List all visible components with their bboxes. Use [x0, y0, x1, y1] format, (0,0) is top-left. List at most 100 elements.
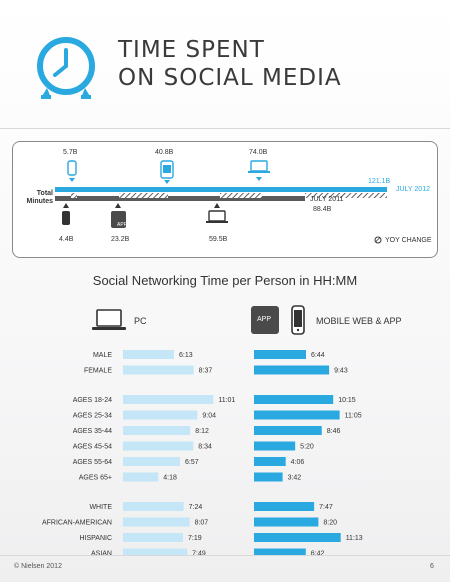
- mobile-bar-label: 7:47: [319, 504, 333, 511]
- july-2011-bar: [55, 196, 305, 201]
- pc-bar-label: 7:19: [188, 535, 202, 542]
- category-label: MALE: [93, 352, 112, 359]
- mobile-bar: [254, 533, 341, 542]
- laptop-icon: [92, 309, 126, 330]
- marker-upper-laptop: [248, 160, 270, 181]
- pc-bar-label: 8:34: [198, 444, 212, 451]
- marker-upper-app: [160, 160, 174, 184]
- pc-bar-label: 9:04: [202, 413, 216, 420]
- july-2011-total: 88.4B: [313, 206, 332, 213]
- pc-bar-label: 7:49: [192, 551, 206, 556]
- alarm-clock-icon: [37, 37, 95, 99]
- category-label: AGES 65+: [79, 475, 112, 482]
- pc-bar: [123, 517, 190, 527]
- lower-value-3: 59.5B: [209, 236, 228, 243]
- copyright: © Nielsen 2012: [14, 563, 62, 570]
- upper-value-3: 74.0B: [249, 149, 268, 156]
- category-label: AGES 18-24: [73, 397, 112, 404]
- app-badge: APP: [117, 222, 128, 228]
- category-label: AGES 25-34: [73, 413, 112, 420]
- lower-value-2: 23.2B: [111, 236, 130, 243]
- marker-lower-app: [111, 203, 126, 228]
- category-label: AGES 45-54: [73, 444, 112, 451]
- title-line-1: TIME SPENT: [118, 37, 265, 63]
- title-line-2: ON SOCIAL MEDIA: [118, 65, 342, 91]
- pc-label: PC: [134, 316, 147, 326]
- july-2012-label: JULY 2012: [396, 186, 430, 193]
- pc-bar-label: 6:57: [185, 459, 199, 466]
- mobile-bar: [254, 426, 322, 435]
- july-2012-total: 121.1B: [368, 178, 391, 185]
- yoy-change-segment-1: [71, 193, 77, 198]
- upper-value-1: 5.7B: [63, 149, 78, 156]
- pc-bar-label: 8:12: [195, 428, 209, 435]
- section-title: Social Networking Time per Person in HH:…: [92, 273, 358, 288]
- mobile-bar-label: 10:15: [338, 397, 356, 404]
- mobile-bar-label: 6:42: [311, 551, 325, 556]
- mobile-bar-label: 11:05: [345, 413, 362, 420]
- pc-bar-label: 8:37: [199, 368, 213, 375]
- mobile-bar-label: 4:06: [291, 459, 305, 466]
- pc-bar: [123, 441, 194, 451]
- july-2012-bar: [55, 187, 387, 192]
- mobile-bar-label: 3:42: [288, 475, 302, 482]
- mobile-bar: [254, 457, 286, 466]
- pc-bar-label: 4:18: [163, 475, 177, 482]
- phone-icon: [291, 305, 305, 335]
- pc-bar: [123, 350, 174, 359]
- pc-bar-label: 8:07: [195, 520, 209, 527]
- category-label: WHITE: [89, 504, 112, 511]
- yoy-change-segment-3: [220, 193, 262, 198]
- mobile-bar: [254, 517, 319, 527]
- mobile-bar: [254, 548, 306, 555]
- upper-value-2: 40.8B: [155, 149, 174, 156]
- footer-divider: [0, 555, 450, 556]
- mobile-bar: [254, 502, 315, 511]
- bar-chart: MALE 6:13 6:44 FEMALE 8:37 9:43 AGES 18-24 11:0…: [42, 350, 363, 556]
- mobile-bar: [254, 350, 306, 359]
- mobile-bar: [254, 395, 334, 404]
- page-title: TIME SPENT ON SOCIAL MEDIA: [118, 36, 342, 92]
- category-label: FEMALE: [84, 368, 112, 375]
- app-icon-text: APP: [257, 316, 272, 323]
- category-label: AGES 55-64: [73, 459, 112, 466]
- pc-bar: [123, 395, 214, 404]
- pc-bar: [123, 410, 198, 420]
- mobile-bar-label: 5:20: [300, 444, 314, 451]
- timeline-panel: Total Minutes 5.7B 40.8B 74.0B APP 121.1…: [12, 141, 438, 258]
- mobile-bar-label: 8:46: [327, 428, 341, 435]
- pc-bar-label: 11:01: [218, 397, 235, 404]
- app-icon: [251, 306, 279, 334]
- pc-bar: [123, 502, 184, 511]
- yoy-legend-swatch: [374, 236, 382, 244]
- mobile-bar-label: 8:20: [323, 520, 337, 527]
- pc-bar: [123, 426, 191, 435]
- yoy-change-segment-2: [119, 193, 168, 198]
- total-minutes-label: Total Minutes: [26, 190, 53, 205]
- marker-upper-phone: [67, 160, 77, 182]
- mobile-label: MOBILE WEB & APP: [316, 316, 402, 326]
- pc-bar: [123, 365, 194, 375]
- lower-value-1: 4.4B: [59, 236, 74, 243]
- category-label: AFRICAN-AMERICAN: [42, 520, 112, 527]
- yoy-legend-label: YOY CHANGE: [385, 237, 432, 244]
- marker-lower-laptop: [206, 203, 228, 223]
- mobile-bar: [254, 410, 340, 420]
- mobile-bar-label: 6:44: [311, 352, 325, 359]
- july-2011-label: JULY 2011: [310, 196, 344, 203]
- pc-bar: [123, 548, 188, 555]
- category-label: HISPANIC: [79, 535, 112, 542]
- divider: [0, 128, 450, 129]
- pc-bar: [123, 457, 180, 466]
- mobile-bar: [254, 441, 296, 451]
- category-label: ASIAN: [91, 551, 112, 556]
- pc-bar-label: 7:24: [189, 504, 203, 511]
- category-label: AGES 35-44: [73, 428, 112, 435]
- yoy-change-segment-4: [305, 193, 387, 198]
- pc-bar: [123, 533, 184, 542]
- mobile-bar: [254, 472, 283, 482]
- pc-bar-label: 6:13: [179, 352, 193, 359]
- timeline-svg: [55, 160, 387, 244]
- page-number: 6: [430, 563, 434, 570]
